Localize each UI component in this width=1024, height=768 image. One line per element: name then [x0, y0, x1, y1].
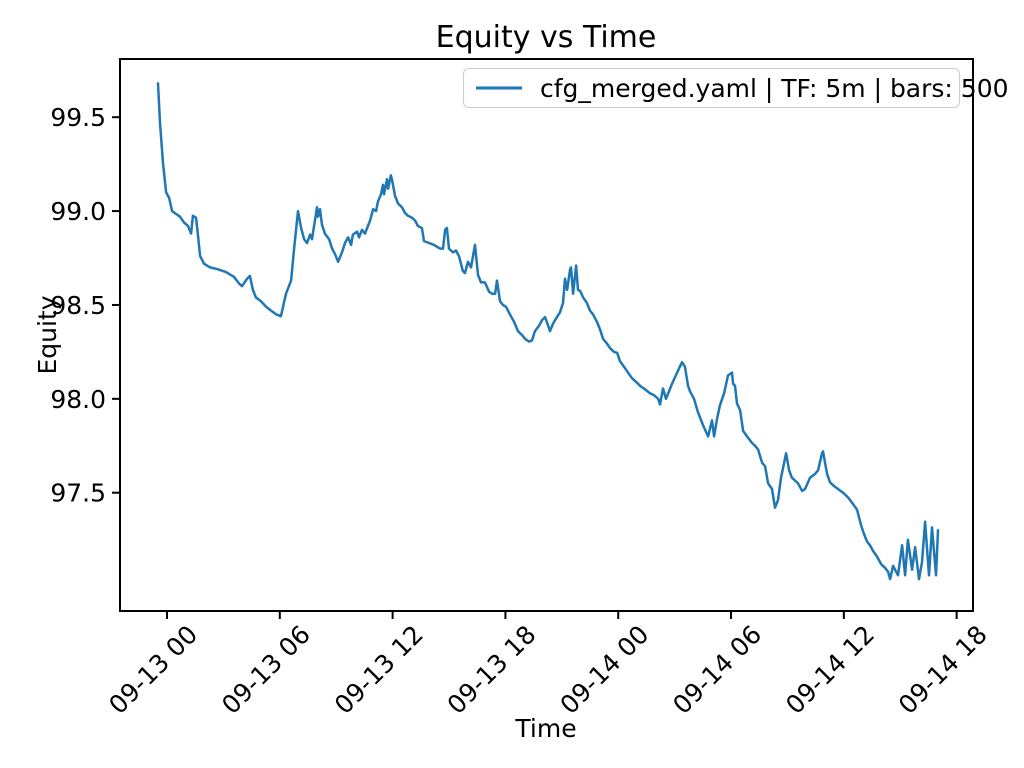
x-tick-label: 09-13 18 — [442, 620, 542, 720]
legend-label: cfg_merged.yaml | TF: 5m | bars: 500 — [540, 73, 1009, 103]
chart-title: Equity vs Time — [435, 20, 657, 55]
x-tick-label: 09-14 06 — [667, 620, 767, 720]
x-tick-label: 09-13 06 — [216, 620, 316, 720]
equity-line — [156, 82, 940, 581]
y-tick-label: 98.5 — [50, 291, 106, 320]
legend-line-sample — [476, 86, 522, 90]
x-tick-label: 09-14 00 — [554, 620, 654, 720]
x-axis-label: Time — [515, 714, 577, 743]
legend: cfg_merged.yaml | TF: 5m | bars: 500 — [463, 68, 1009, 108]
y-tick-label: 99.0 — [50, 197, 106, 226]
x-tick-label: 09-14 12 — [780, 620, 880, 720]
x-tick-label: 09-13 00 — [103, 620, 203, 720]
y-tick-label: 98.0 — [50, 385, 106, 414]
y-tick-label: 97.5 — [50, 479, 106, 508]
x-tick-label: 09-13 12 — [329, 620, 429, 720]
y-tick-label: 99.5 — [50, 103, 106, 132]
x-tick-label: 09-14 18 — [893, 620, 993, 720]
axis-ticks: 09-13 00 09-13 06 09-13 12 09-13 18 09-14 00… — [50, 103, 993, 720]
axes-frame — [119, 58, 974, 612]
